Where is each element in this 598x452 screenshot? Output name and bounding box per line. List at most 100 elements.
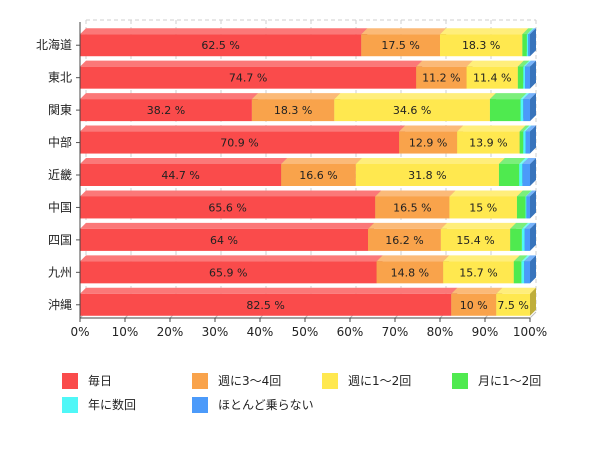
bar-segment-top	[80, 28, 368, 35]
legend-label: 年に数回	[88, 398, 137, 412]
bar-segment-top	[519, 125, 530, 132]
bar-segment	[522, 164, 530, 186]
bar-segment-top	[440, 222, 517, 229]
bar-segment	[334, 99, 490, 122]
bar-segment-top	[496, 287, 536, 294]
legend-label: 月に1～2回	[478, 374, 542, 388]
data-label: 15 %	[469, 201, 497, 214]
bar-segment	[524, 228, 530, 251]
bar-segment	[80, 196, 376, 219]
x-tick-label: 80%	[427, 325, 454, 339]
category-label: 北海道	[36, 37, 72, 52]
legend-label: 週に3～4回	[218, 374, 282, 388]
bar-segment-top	[334, 93, 496, 100]
bar-segment	[524, 261, 530, 284]
bar-segment	[281, 164, 356, 186]
bar-segment	[361, 34, 440, 57]
bar-segment-top	[521, 255, 531, 262]
bar-segment	[489, 99, 521, 122]
bar-segment-top	[523, 125, 532, 132]
bar-segment-top	[524, 255, 536, 262]
legend-item: 毎日	[62, 372, 112, 389]
data-label: 65.9 %	[209, 266, 247, 279]
bar-segment	[440, 34, 523, 57]
category-label: 中部	[48, 135, 72, 150]
bar-segment	[80, 228, 368, 251]
data-label: 44.7 %	[161, 169, 199, 182]
bar-segment-top	[489, 93, 527, 100]
bar-segment-top	[451, 287, 503, 294]
bar-segment-top	[466, 60, 524, 67]
bar-segment	[519, 131, 524, 154]
legend-swatch	[62, 372, 78, 389]
bar-segment-side	[530, 222, 536, 251]
bar-segment	[466, 66, 518, 89]
bar-segment	[496, 293, 530, 316]
bar-segment	[523, 66, 526, 89]
category-label: 東北	[48, 71, 72, 85]
bar-segment-top	[80, 125, 406, 132]
bar-segment-top	[80, 190, 382, 197]
legend-item: 週に1～2回	[322, 372, 411, 389]
bar-segment-top	[510, 222, 528, 229]
bar-segment-top	[443, 255, 520, 262]
legend-swatch	[322, 372, 338, 389]
x-tick-label: 40%	[247, 325, 274, 339]
bar-segment-side	[530, 158, 536, 186]
data-label: 11.2 %	[422, 72, 460, 85]
bar-segment	[443, 261, 514, 284]
bar-segment-side	[530, 93, 536, 122]
bar-segment	[526, 34, 529, 57]
bar-segment	[521, 261, 525, 284]
bar-segment-top	[513, 255, 528, 262]
bar-segment-top	[523, 60, 532, 67]
data-label: 16.5 %	[393, 201, 431, 214]
legend-swatch	[192, 396, 208, 413]
legend-label: 週に1～2回	[348, 374, 412, 388]
bar-segment-top	[526, 28, 535, 35]
bar-segment	[498, 164, 520, 186]
x-tick-label: 20%	[157, 325, 184, 339]
data-label: 13.9 %	[469, 137, 507, 150]
x-tick-label: 90%	[472, 325, 499, 339]
data-label: 38.2 %	[147, 104, 185, 117]
bar-segment-top	[376, 255, 450, 262]
data-label: 14.8 %	[391, 266, 429, 279]
bar-segment-top	[457, 125, 526, 132]
bar-segment-top	[80, 287, 458, 294]
bar-segment-top	[522, 158, 536, 164]
legend-item: ほとんど乗らない	[192, 396, 314, 413]
bar-segment	[525, 196, 527, 219]
legend-swatch	[192, 372, 208, 389]
legend-label: 毎日	[88, 374, 113, 388]
bar-segment-top	[80, 255, 383, 262]
bar-segment-top	[523, 93, 536, 100]
data-label: 18.3 %	[462, 39, 500, 52]
bar-segment	[523, 131, 526, 154]
bar-segment	[526, 196, 530, 219]
data-label: 64 %	[210, 234, 238, 247]
data-label: 7.5 %	[497, 299, 528, 312]
bar-segment	[516, 196, 526, 219]
bar-segment-top	[80, 158, 288, 164]
bar-segment	[451, 293, 497, 316]
data-label: 74.7 %	[229, 72, 267, 85]
bar-segment	[528, 34, 530, 57]
bar-segment	[80, 34, 362, 57]
data-label: 18.3 %	[274, 104, 312, 117]
data-label: 34.6 %	[393, 104, 431, 117]
bar-segment-top	[80, 222, 374, 229]
x-tick-label: 30%	[202, 325, 229, 339]
bar-segment	[375, 196, 450, 219]
bar-segment	[80, 164, 282, 186]
bar-segment-side	[530, 190, 536, 219]
bar-segment-top	[526, 190, 536, 197]
x-tick-label: 70%	[382, 325, 409, 339]
bar-segment	[80, 66, 417, 89]
legend-item: 月に1～2回	[452, 372, 541, 389]
data-label: 10 %	[460, 299, 488, 312]
bar-segment	[368, 228, 441, 251]
data-label: 15.7 %	[459, 266, 497, 279]
